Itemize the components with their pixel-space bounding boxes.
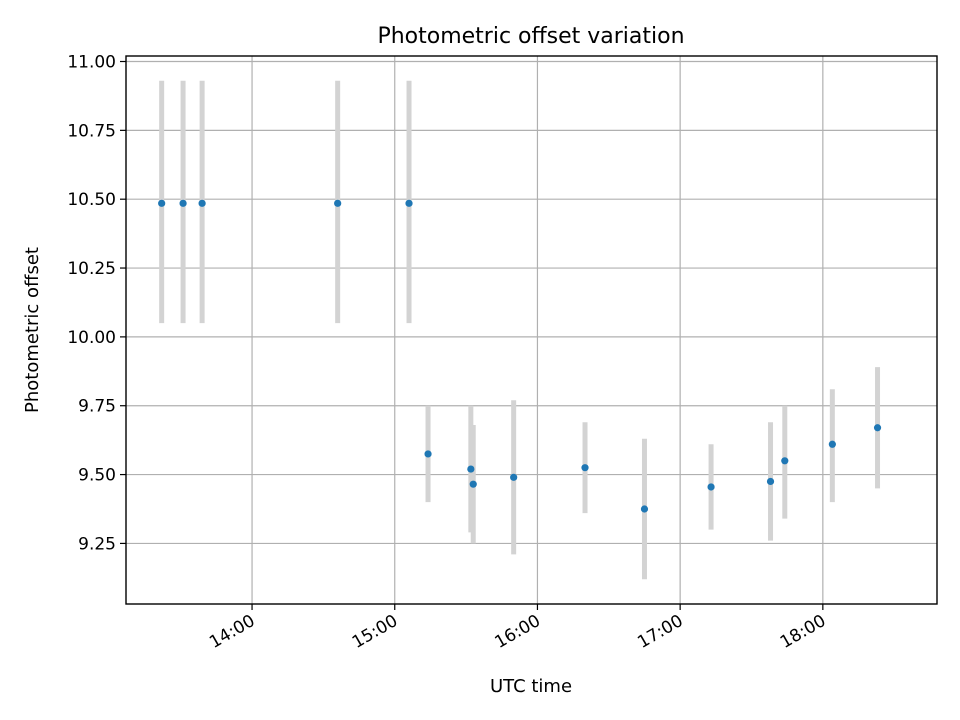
data-point [828,440,836,448]
data-point [469,480,477,488]
y-axis-label: Photometric offset [22,247,43,413]
data-point [640,505,649,513]
x-tick-label: 17:00 [634,611,686,653]
y-tick-label: 11.00 [67,53,116,73]
grid-lines [126,56,937,604]
data-point [198,199,206,207]
y-tick-label: 9.25 [78,534,116,554]
data-point [707,483,715,491]
x-tick-label: 15:00 [349,611,401,653]
y-tick-label: 10.25 [67,259,116,279]
data-point [781,457,789,465]
x-tick-label: 14:00 [206,611,258,653]
data-point [424,450,432,458]
data-point [405,199,413,207]
data-point [179,199,187,207]
data-point [581,464,589,472]
data-points [158,199,882,513]
y-tick-label: 10.75 [67,121,116,141]
plot-frame [125,55,938,605]
data-point [873,424,882,432]
data-point [467,465,475,473]
data-point [766,477,775,486]
y-tick-label: 10.00 [67,328,116,348]
y-tick-label: 9.75 [78,397,116,417]
x-tick-label: 18:00 [777,611,829,653]
y-tick-label: 10.50 [67,190,116,210]
y-axis-ticks: 9.25 9.50 9.75 10.00 10.25 10.50 10.75 11.00 [67,53,126,554]
error-bars [159,80,881,580]
chart-title: Photometric offset variation [377,24,684,49]
data-point [158,199,166,207]
x-tick-label: 16:00 [492,611,544,653]
y-tick-label: 9.50 [78,466,116,486]
data-point [510,473,518,481]
x-axis-ticks: 14:00 15:00 16:00 17:00 18:00 [206,604,829,653]
x-axis-label: UTC time [490,676,572,697]
data-point [334,199,342,207]
